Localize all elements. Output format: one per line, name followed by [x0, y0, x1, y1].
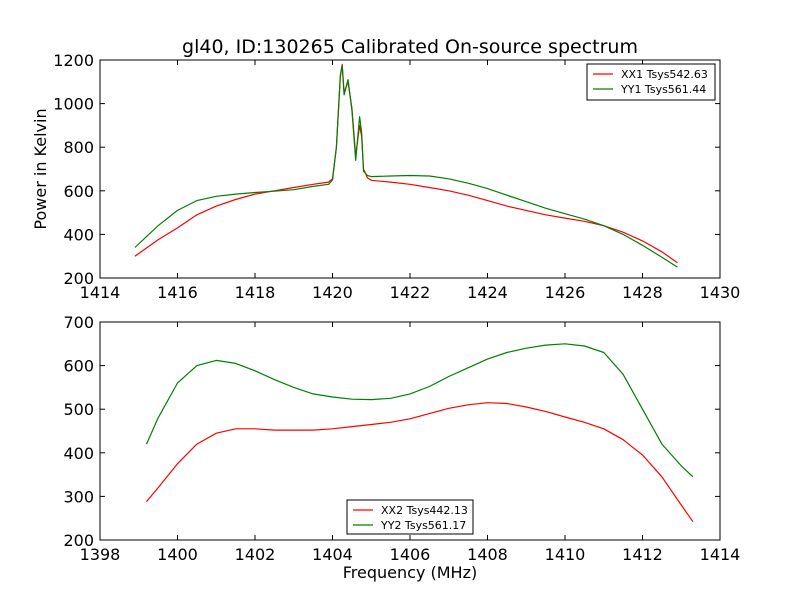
y-tick-label: 200 — [63, 269, 94, 288]
x-tick-label: 1404 — [312, 545, 353, 564]
y-tick-label: 500 — [63, 400, 94, 419]
x-tick-label: 1408 — [467, 545, 508, 564]
x-tick-label: 1416 — [157, 283, 198, 302]
y-tick-label: 600 — [63, 182, 94, 201]
legend-label: XX1 Tsys542.63 — [621, 68, 708, 81]
chart-title: gl40, ID:130265 Calibrated On-source spe… — [182, 36, 638, 58]
x-tick-label: 1430 — [700, 283, 741, 302]
x-tick-label: 1410 — [545, 545, 586, 564]
x-tick-label: 1426 — [545, 283, 586, 302]
y-tick-label: 300 — [63, 487, 94, 506]
y-tick-label: 600 — [63, 357, 94, 376]
x-tick-label: 1424 — [467, 283, 508, 302]
top-panel: 1414 1416 1418 1420 1422 1424 1426 1428 1430 200 4… — [31, 51, 740, 302]
y-tick-label: 400 — [63, 444, 94, 463]
series-line-0-1 — [134, 64, 678, 268]
legend-label: XX2 Tsys442.13 — [381, 504, 468, 517]
y-tick-label: 700 — [63, 313, 94, 332]
y-tick-label: 1200 — [53, 51, 94, 70]
x-tick-label: 1400 — [157, 545, 198, 564]
x-tick-label: 1398 — [80, 545, 121, 564]
legend-label: YY1 Tsys561.44 — [620, 83, 706, 96]
y-axis-label: Power in Kelvin — [31, 108, 50, 229]
x-tick-label: 1406 — [390, 545, 431, 564]
x-tick-label: 1414 — [700, 545, 741, 564]
x-axis-label: Frequency (MHz) — [343, 563, 477, 582]
x-tick-label: 1402 — [235, 545, 276, 564]
x-tick-label: 1414 — [80, 283, 121, 302]
y-tick-label: 1000 — [53, 95, 94, 114]
x-tick-label: 1412 — [622, 545, 663, 564]
x-tick-label: 1418 — [235, 283, 276, 302]
y-tick-label: 400 — [63, 225, 94, 244]
legend: XX2 Tsys442.13 YY2 Tsys561.17 — [346, 499, 474, 535]
legend-box — [586, 63, 716, 101]
x-tick-label: 1422 — [390, 283, 431, 302]
series-line-1-1 — [145, 343, 694, 478]
y-tick-label: 200 — [63, 531, 94, 550]
legend-label: YY2 Tsys561.17 — [380, 519, 466, 532]
x-tick-label: 1428 — [622, 283, 663, 302]
series-line-1-0 — [146, 402, 694, 523]
legend: XX1 Tsys542.63 YY1 Tsys561.44 — [586, 63, 716, 101]
x-tick-label: 1420 — [312, 283, 353, 302]
bottom-panel: 1398 1400 1402 1404 1406 1408 1410 1412 1414 200 3… — [63, 313, 740, 582]
legend-box — [346, 499, 474, 535]
y-tick-label: 800 — [63, 138, 94, 157]
